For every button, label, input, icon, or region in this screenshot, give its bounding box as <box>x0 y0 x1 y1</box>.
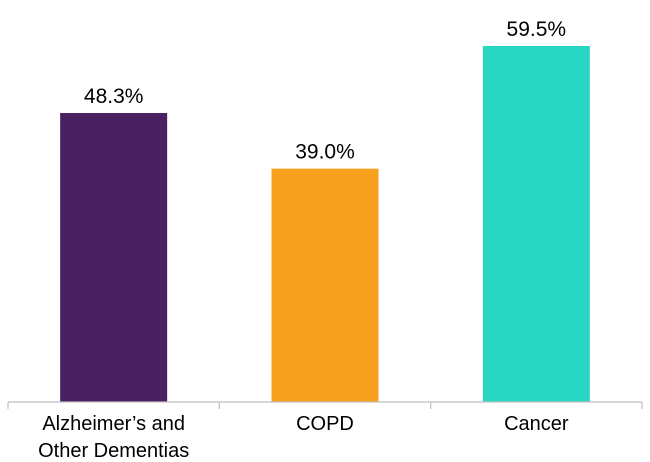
value-label-3: 59.5% <box>507 18 567 41</box>
x-tick-label-line: Cancer <box>504 413 569 435</box>
value-labels-group: 48.3% 39.0% 59.5% <box>84 18 566 164</box>
bars-group <box>60 46 590 402</box>
bar-1 <box>60 113 168 402</box>
bar-3 <box>482 46 590 402</box>
x-tick-labels-group: Alzheimer’s and Other Dementias COPD Cancer <box>38 413 569 462</box>
value-label-2: 39.0% <box>295 141 355 164</box>
x-tick-label-line: Other Dementias <box>38 440 189 462</box>
x-tick-label-line: Alzheimer’s and <box>42 413 185 435</box>
x-axis <box>7 401 643 409</box>
x-tick-label-line: COPD <box>296 413 354 435</box>
x-tick-label-3: Cancer <box>504 413 569 435</box>
x-tick-label-2: COPD <box>296 413 354 435</box>
x-tick-label-1: Alzheimer’s and Other Dementias <box>38 413 189 462</box>
value-label-1: 48.3% <box>84 85 144 108</box>
bar-2 <box>271 168 379 402</box>
